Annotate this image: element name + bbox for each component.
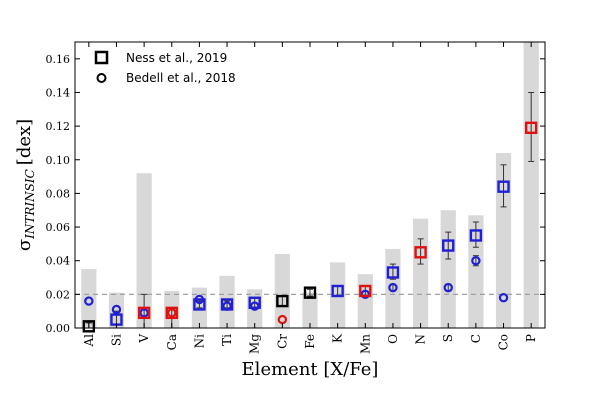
point-bedell-al bbox=[84, 296, 94, 306]
error-bars-layer bbox=[85, 91, 535, 329]
y-tick-label: 0.16 bbox=[46, 53, 71, 66]
y-tick-label: 0.02 bbox=[46, 288, 71, 301]
x-tick-label-c: C bbox=[469, 334, 483, 343]
x-tick-label-al: Al bbox=[82, 334, 96, 348]
x-tick-label-o: O bbox=[386, 334, 400, 344]
bar-v bbox=[136, 173, 152, 328]
bar-fe bbox=[302, 292, 318, 328]
x-tick-label-mn: Mn bbox=[358, 334, 372, 354]
legend-square-marker bbox=[94, 50, 109, 65]
bar-p bbox=[523, 42, 539, 328]
y-tick-label: 0.12 bbox=[46, 120, 71, 133]
y-axis-symbol: σ bbox=[14, 239, 35, 251]
point-ness-k bbox=[331, 284, 344, 298]
point-ness-al bbox=[82, 320, 96, 333]
markers-layer bbox=[82, 121, 538, 333]
point-ness-n bbox=[414, 246, 427, 259]
y-axis-unit: [dex] bbox=[14, 119, 35, 165]
legend: Ness et al., 2019 Bedell et al., 2018 bbox=[94, 50, 236, 85]
point-ness-mn bbox=[359, 284, 372, 298]
bar-mn bbox=[357, 274, 373, 328]
point-bedell-si bbox=[111, 304, 122, 315]
legend-label-ness: Ness et al., 2019 bbox=[126, 51, 227, 65]
x-tick-label-mg: Mg bbox=[248, 334, 262, 354]
point-ness-p bbox=[524, 121, 538, 135]
x-tick-label-ca: Ca bbox=[165, 334, 179, 350]
bar-s bbox=[440, 210, 456, 328]
point-ness-co bbox=[497, 180, 510, 193]
point-ness-fe bbox=[303, 286, 317, 299]
point-bedell-mg bbox=[250, 301, 260, 311]
point-bedell-ca bbox=[167, 308, 177, 318]
x-tick-label-co: Co bbox=[497, 334, 511, 350]
x-tick-label-n: N bbox=[414, 334, 428, 345]
y-tick-label: 0.06 bbox=[46, 221, 71, 234]
y-tick-label: 0.10 bbox=[46, 154, 71, 167]
x-axis: Al Si V Ca Ni Ti Mg Cr Fe K Mn O N S C Co P bbox=[82, 42, 538, 354]
point-ness-o bbox=[386, 266, 400, 279]
point-bedell-v bbox=[139, 308, 149, 318]
x-tick-label-s: S bbox=[441, 334, 455, 342]
y-axis-title: σINTRINSIC [dex] bbox=[14, 119, 37, 251]
x-tick-label-k: K bbox=[331, 333, 345, 343]
y-tick-label: 0.14 bbox=[46, 86, 71, 99]
point-bedell-o bbox=[388, 282, 398, 293]
legend-circle-marker bbox=[96, 73, 107, 83]
point-ness-ti bbox=[220, 298, 234, 311]
x-axis-title: Element [X/Fe] bbox=[242, 359, 379, 380]
y-tick-label: 0.08 bbox=[46, 187, 71, 200]
point-ness-mg bbox=[248, 296, 261, 309]
point-ness-c bbox=[469, 229, 483, 242]
bar-n bbox=[412, 218, 429, 328]
point-bedell-c bbox=[471, 256, 481, 266]
point-ness-cr bbox=[276, 294, 289, 308]
legend-label-bedell: Bedell et al., 2018 bbox=[126, 71, 236, 85]
y-tick-label: 0.00 bbox=[46, 322, 71, 335]
bar-c bbox=[468, 215, 484, 328]
x-tick-label-p: P bbox=[524, 334, 538, 342]
bar-cr bbox=[274, 253, 290, 328]
point-ness-s bbox=[442, 239, 455, 252]
y-axis: 0.00 0.02 0.04 0.06 0.08 0.10 0.12 0.14 0.16 bbox=[46, 53, 545, 335]
x-tick-label-cr: Cr bbox=[275, 334, 289, 349]
point-bedell-s bbox=[443, 282, 453, 293]
point-bedell-co bbox=[498, 293, 509, 303]
point-ness-ca bbox=[165, 306, 178, 320]
point-bedell-mn bbox=[360, 289, 370, 300]
x-tick-label-v: V bbox=[137, 334, 151, 344]
point-ness-v bbox=[137, 306, 151, 320]
bar-co bbox=[495, 153, 512, 328]
point-ness-ni bbox=[193, 298, 206, 311]
x-tick-label-ti: Ti bbox=[220, 334, 234, 346]
y-axis-subscript: INTRINSIC bbox=[23, 169, 37, 240]
x-tick-label-ni: Ni bbox=[192, 334, 206, 349]
x-tick-label-si: Si bbox=[109, 334, 123, 346]
y-tick-label: 0.04 bbox=[46, 255, 71, 268]
x-tick-label-fe: Fe bbox=[303, 334, 317, 349]
